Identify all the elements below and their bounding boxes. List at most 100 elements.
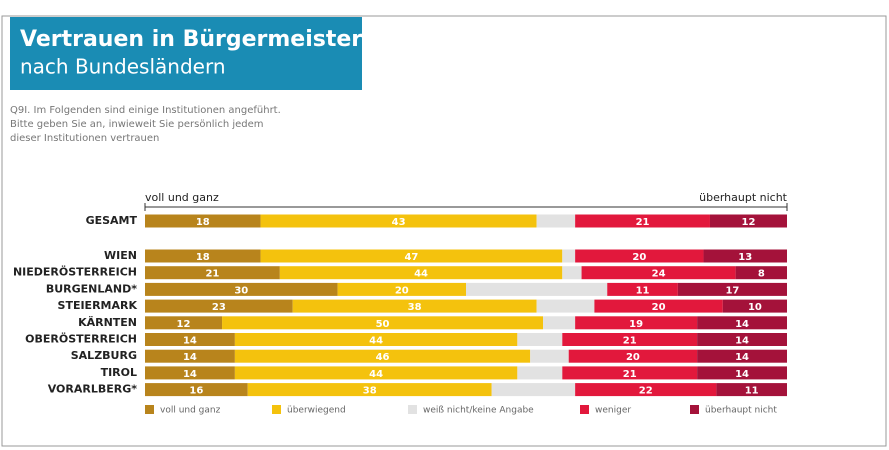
bar-segment [145,333,235,346]
value-label: 14 [183,369,197,380]
bar-segment [530,349,569,363]
chart-title: Vertrauen in Bürgermeister [20,27,362,52]
value-label: 20 [626,352,640,363]
value-label: 12 [177,319,191,330]
value-label: 30 [234,285,248,296]
value-label: 14 [183,352,197,363]
note: Bitte geben Sie an, inwieweit Sie persön… [10,119,264,130]
bar-segment [562,266,582,280]
legend-label: überhaupt nicht [705,406,777,416]
category-label: NIEDERÖSTERREICH [13,265,137,279]
bar-segment [575,316,698,330]
frame [1,15,887,447]
bar-segment [697,349,787,363]
legend-swatch [690,405,699,414]
value-label: 14 [735,369,749,380]
value-label: 21 [623,336,637,347]
legend-swatch [580,405,589,414]
bar-segment [735,266,787,280]
value-label: 14 [735,336,749,347]
bar-segment [575,383,717,397]
bar-segment [491,383,576,397]
bar-segment [562,366,698,380]
value-label: 44 [369,336,383,347]
value-label: 13 [738,252,752,263]
bar-segment [279,266,563,280]
value-label: 17 [725,285,739,296]
value-label: 38 [408,302,422,313]
legend-label: voll und ganz [160,406,221,416]
legend-swatch [145,405,154,414]
legend-label: weiß nicht/keine Angabe [423,406,534,416]
value-label: 12 [742,217,756,228]
bar-segment [145,266,280,280]
category-label: STEIERMARK [58,299,138,312]
value-label: 19 [629,319,643,330]
value-label: 11 [636,285,650,296]
bar-segment [292,299,537,313]
value-label: 43 [392,217,406,228]
bar-segment [517,366,563,380]
bar-segment [581,266,736,280]
legend-label: überwiegend [287,406,346,416]
bar-segment [722,299,787,313]
bar-segment [145,349,235,363]
value-label: 21 [636,217,650,228]
bar-segment [607,282,678,296]
bar-segment [543,316,576,330]
bar-segment [145,214,261,228]
axis-label: voll und ganz [145,191,219,204]
bar-segment [562,249,576,263]
bar-segment [247,383,492,397]
bar-segment [716,383,787,397]
value-label: 46 [376,352,390,363]
bar-segment [145,282,338,296]
bar-segment [568,349,698,363]
title-box [10,17,362,90]
value-label: 23 [212,302,226,313]
bar-segment [703,249,787,263]
category-label: KÄRNTEN [78,315,137,329]
value-label: 21 [205,269,219,280]
value-label: 38 [363,386,377,397]
bar-segment [145,366,235,380]
bar-segment [697,366,787,380]
value-label: 14 [183,336,197,347]
bar-segment [536,299,595,313]
value-label: 14 [735,319,749,330]
bar-segment [234,366,518,380]
category-label: OBERÖSTERREICH [25,332,137,346]
value-label: 44 [414,269,428,280]
note: dieser Institutionen vertrauen [10,133,159,144]
category-label: TIROL [101,366,137,379]
value-label: 18 [196,217,210,228]
bar-segment [145,316,223,330]
value-label: 11 [745,386,759,397]
note: Q9I. Im Folgenden sind einige Institutio… [10,105,281,116]
bar-segment [594,299,723,313]
value-label: 24 [652,269,666,280]
bar-segment [234,349,531,363]
value-label: 8 [758,269,765,280]
bar-segment [575,249,704,263]
value-label: 20 [632,252,646,263]
value-label: 47 [404,252,418,263]
bar-segment [709,214,787,228]
value-label: 22 [639,386,653,397]
category-label: WIEN [104,249,137,262]
category-label: GESAMT [86,214,138,227]
value-label: 16 [189,386,203,397]
legend-label: weniger [595,406,631,416]
axis-label: überhaupt nicht [699,191,788,204]
bar-segment [222,316,544,330]
bar-segment [260,249,563,263]
bar-segment [145,299,293,313]
value-label: 20 [652,302,666,313]
bar-segment [517,333,563,346]
value-label: 20 [395,285,409,296]
bar-segment [697,316,787,330]
bar-segment [562,333,698,346]
value-label: 18 [196,252,210,263]
bar-segment [697,333,787,346]
